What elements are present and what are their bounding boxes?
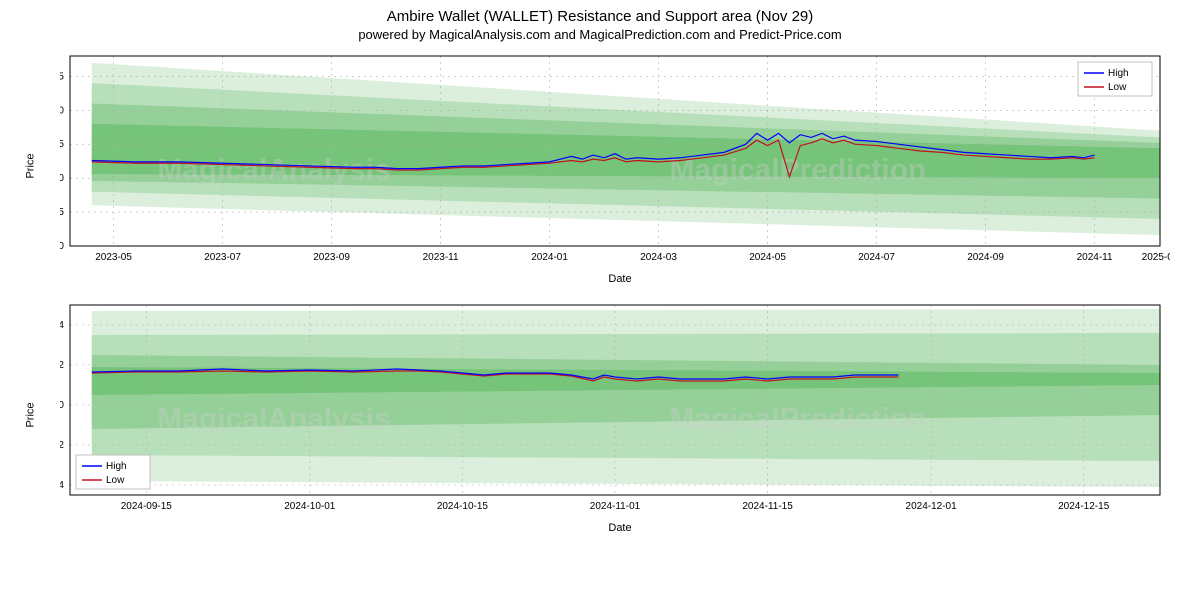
xtick-label: 2023-11	[423, 252, 459, 263]
chart1-svg: MagicalAnalysis MagicalPrediction −0.050 −0…	[60, 46, 1170, 266]
watermark-text: MagicalAnalysis	[157, 154, 390, 187]
watermark-text: MagicalPrediction	[670, 403, 927, 436]
xtick-label: 2024-12-01	[906, 501, 958, 512]
ytick-label: −0.025	[60, 207, 64, 218]
ytick-label: 0.025	[60, 139, 64, 150]
xtick-label: 2023-07	[204, 252, 241, 263]
xtick-label: 2024-09	[967, 252, 1004, 263]
legend-high-label: High	[106, 461, 127, 472]
chart2-xlabel: Date	[60, 522, 1180, 534]
xtick-label: 2024-10-15	[437, 501, 489, 512]
watermark-text: MagicalPrediction	[670, 154, 927, 187]
xtick-label: 2024-05	[749, 252, 786, 263]
xtick-label: 2024-11-15	[742, 501, 793, 512]
xtick-label: 2024-10-01	[284, 501, 336, 512]
xtick-label: 2024-12-15	[1058, 501, 1110, 512]
chart2-ylabel: Price	[25, 402, 37, 427]
chart1-xlabel: Date	[60, 273, 1180, 285]
xtick-label: 2023-09	[313, 252, 350, 263]
ytick-label: 0.075	[60, 71, 64, 82]
xtick-label: 2024-11	[1077, 252, 1113, 263]
ytick-label: −0.050	[60, 241, 64, 252]
xtick-label: 2024-03	[640, 252, 677, 263]
xtick-label: 2024-07	[858, 252, 895, 263]
chart1-wrap: Price MagicalAnalysisMagicalPrediction−0…	[60, 46, 1180, 285]
ytick-label: 0.00	[60, 400, 64, 411]
ytick-label: −0.04	[60, 480, 64, 491]
xtick-label: 2025-01	[1142, 252, 1170, 263]
chart1-ylabel: Price	[25, 153, 37, 178]
chart2-svg: MagicalAnalysis MagicalPrediction −0.04 −0.…	[60, 295, 1170, 515]
ytick-label: 0.050	[60, 105, 64, 116]
ytick-label: 0.000	[60, 173, 64, 184]
xtick-label: 2024-09-15	[121, 501, 173, 512]
legend-low-label: Low	[106, 475, 125, 486]
xtick-label: 2024-11-01	[590, 501, 641, 512]
legend-high-label: High	[1108, 68, 1129, 79]
chart2-wrap: Price MagicalAnalysisMagicalPrediction−0…	[60, 295, 1180, 534]
ytick-label: 0.04	[60, 320, 64, 331]
xtick-label: 2024-01	[531, 252, 568, 263]
xtick-label: 2023-05	[95, 252, 132, 263]
ytick-label: −0.02	[60, 440, 64, 451]
ytick-label: 0.02	[60, 360, 64, 371]
watermark-text: MagicalAnalysis	[157, 403, 390, 436]
legend-low-label: Low	[1108, 82, 1127, 93]
chart-title: Ambire Wallet (WALLET) Resistance and Su…	[0, 8, 1200, 25]
chart-subtitle: powered by MagicalAnalysis.com and Magic…	[0, 27, 1200, 42]
